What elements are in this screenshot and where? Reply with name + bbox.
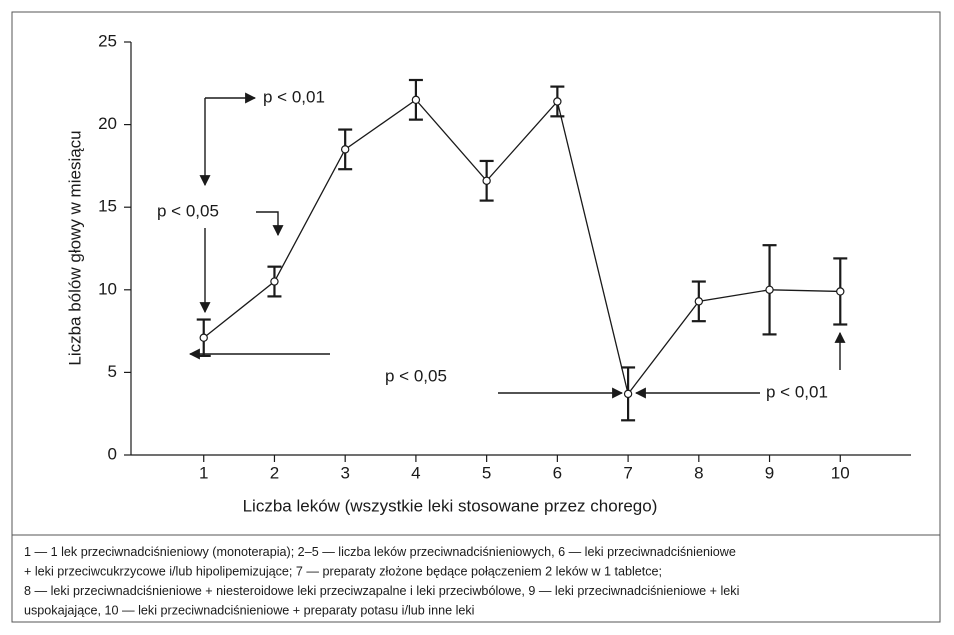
- x-tick-label: 1: [199, 463, 208, 482]
- footnote: uspokajające, 10 — leki przeciwnadciśnie…: [24, 604, 475, 618]
- series-line: [203, 98, 841, 396]
- point: [623, 389, 633, 399]
- point: [694, 297, 704, 306]
- point: [199, 333, 208, 342]
- x-tick-label: 2: [270, 463, 279, 482]
- y-tick-label: 5: [108, 362, 117, 381]
- x-tick-label: 8: [694, 463, 703, 482]
- point: [765, 285, 774, 294]
- y-tick-label: 25: [98, 31, 117, 50]
- y-axis-label: Liczba bólów głowy w miesiącu: [65, 130, 84, 365]
- y-tick-label: 0: [108, 444, 117, 463]
- annotation: p < 0,05: [157, 201, 219, 220]
- y-tick-label: 20: [98, 114, 117, 133]
- point: [411, 95, 421, 105]
- x-tick-label: 3: [340, 463, 349, 482]
- annotation: p < 0,01: [766, 382, 828, 401]
- x-tick-label: 7: [623, 463, 632, 482]
- point: [270, 277, 279, 286]
- frame: [11, 11, 941, 623]
- x-tick-label: 6: [553, 463, 562, 482]
- point: [482, 176, 491, 185]
- footnote: + leki przeciwcukrzycowe i/lub hipolipem…: [24, 565, 662, 579]
- x-axis-label: Liczba leków (wszystkie leki stosowane p…: [243, 496, 658, 515]
- footnote: 1 — 1 lek przeciwnadciśnieniowy (monoter…: [24, 545, 736, 559]
- y-tick-label: 10: [98, 279, 117, 298]
- point: [553, 97, 562, 106]
- x-tick-label: 5: [482, 463, 491, 482]
- annotation-arrows: [188, 92, 846, 399]
- x-tick-label: 10: [831, 463, 850, 482]
- point: [340, 145, 350, 154]
- arrow: [256, 211, 284, 237]
- footnote: 8 — leki przeciwnadciśnieniowe + niester…: [24, 584, 739, 598]
- annotation: p < 0,05: [385, 366, 447, 385]
- point: [836, 287, 845, 296]
- y-tick-label: 15: [98, 197, 117, 216]
- annotation: p < 0,01: [263, 87, 325, 106]
- x-tick-label: 4: [411, 463, 420, 482]
- x-tick-label: 9: [765, 463, 774, 482]
